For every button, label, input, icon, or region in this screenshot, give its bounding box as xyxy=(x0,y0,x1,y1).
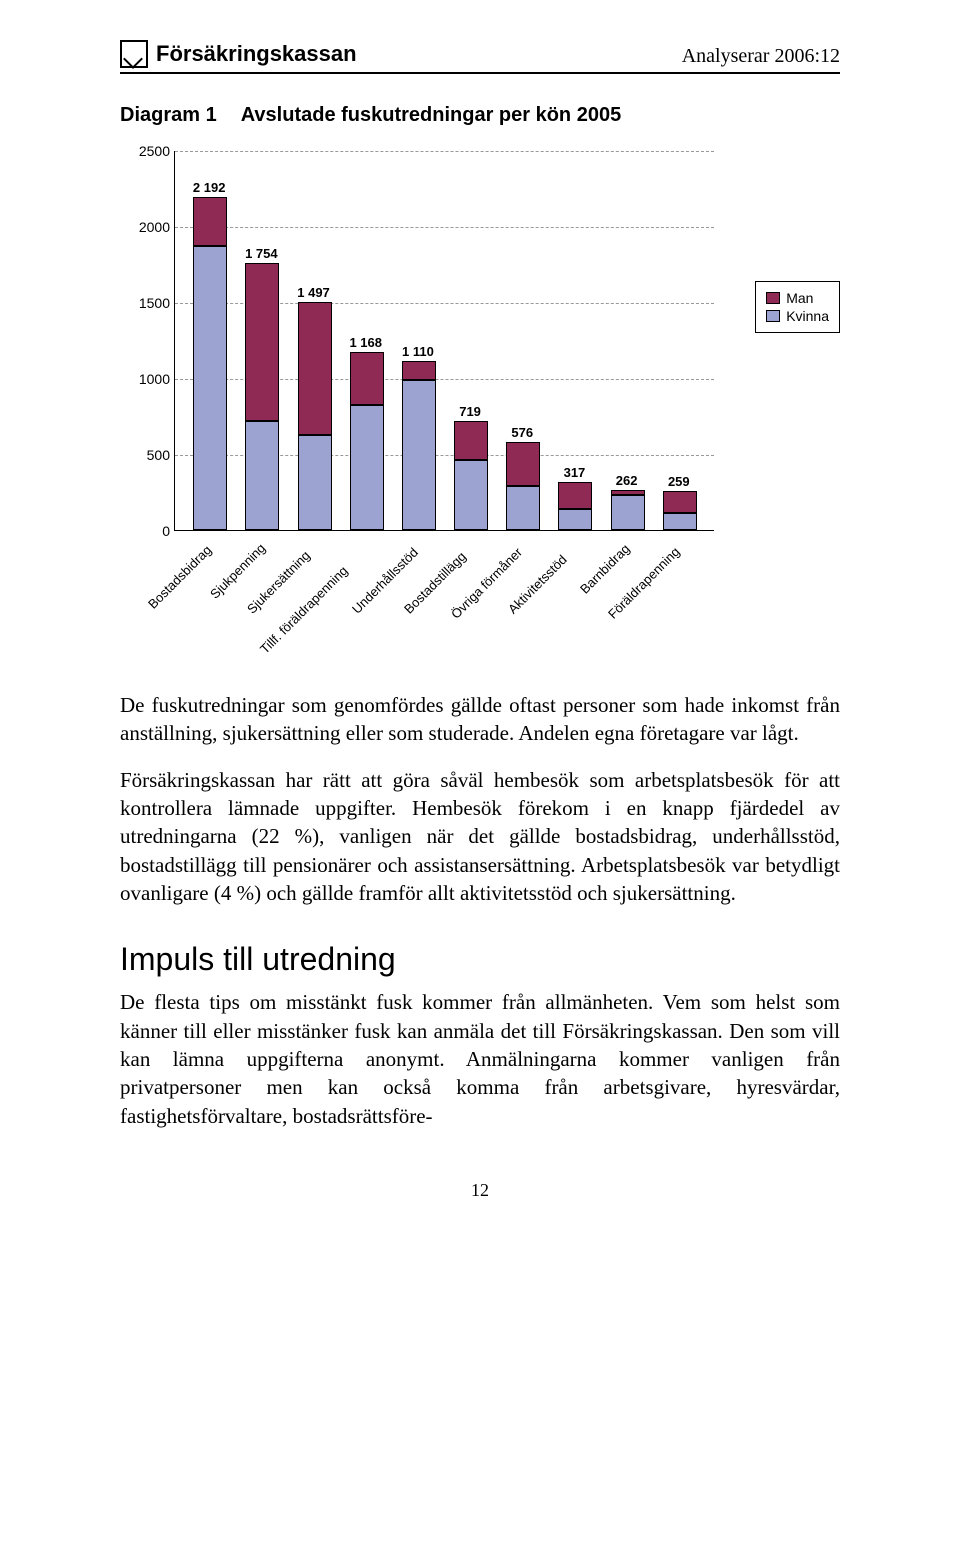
legend-swatch-man xyxy=(766,292,780,304)
paragraph-3: De flesta tips om misstänkt fusk kommer … xyxy=(120,988,840,1130)
legend-swatch-kvinna xyxy=(766,310,780,322)
bar-segment-man xyxy=(506,442,540,485)
bar-total-label: 1 497 xyxy=(284,285,344,300)
legend-item-man: Man xyxy=(766,290,829,306)
bar-segment-man xyxy=(558,482,592,510)
bar-segment-kvinna xyxy=(506,486,540,530)
chart-container: 05001000150020002500 2 1921 7541 4971 16… xyxy=(120,151,840,671)
paragraph-2: Försäkringskassan har rätt att göra såvä… xyxy=(120,766,840,908)
y-tick-label: 2000 xyxy=(120,219,170,235)
bar-segment-man xyxy=(193,197,227,246)
bar-segment-kvinna xyxy=(611,495,645,530)
document-reference: Analyserar 2006:12 xyxy=(682,45,840,68)
bar-total-label: 576 xyxy=(492,425,552,440)
bar-total-label: 719 xyxy=(440,404,500,419)
x-category-label: Tillf. föräldrapenning xyxy=(257,563,351,657)
x-category-label: Bostadsbidrag xyxy=(145,543,214,612)
diagram-number: Diagram 1 xyxy=(120,104,217,126)
section-heading: Impuls till utredning xyxy=(120,941,840,978)
brand-block: Försäkringskassan xyxy=(120,40,357,68)
y-tick-label: 1000 xyxy=(120,371,170,387)
chart-legend: Man Kvinna xyxy=(755,281,840,333)
brand-icon xyxy=(120,40,148,68)
gridline xyxy=(175,151,714,152)
bar-segment-kvinna xyxy=(558,509,592,530)
body-text: De fuskutredningar som genomfördes gälld… xyxy=(120,691,840,1130)
legend-label-kvinna: Kvinna xyxy=(786,308,829,324)
bar-segment-man xyxy=(298,302,332,435)
bar-segment-kvinna xyxy=(454,460,488,530)
bar-segment-kvinna xyxy=(350,405,384,530)
bar-total-label: 2 192 xyxy=(179,180,239,195)
bar-segment-kvinna xyxy=(402,380,436,530)
bar-total-label: 259 xyxy=(649,474,709,489)
bar-segment-man xyxy=(350,352,384,405)
bar-segment-man xyxy=(454,421,488,460)
legend-item-kvinna: Kvinna xyxy=(766,308,829,324)
bar-total-label: 1 754 xyxy=(231,246,291,261)
bar-segment-kvinna xyxy=(663,513,697,530)
bar-segment-man xyxy=(245,263,279,421)
legend-label-man: Man xyxy=(786,290,813,306)
bar-total-label: 262 xyxy=(597,473,657,488)
diagram-caption: Avslutade fuskutredningar per kön 2005 xyxy=(241,104,621,126)
bar-total-label: 1 168 xyxy=(336,335,396,350)
y-tick-label: 500 xyxy=(120,447,170,463)
bar-total-label: 317 xyxy=(544,465,604,480)
brand-name: Försäkringskassan xyxy=(156,41,357,67)
y-tick-label: 0 xyxy=(120,523,170,539)
bar-total-label: 1 110 xyxy=(388,344,448,359)
page-header: Försäkringskassan Analyserar 2006:12 xyxy=(120,40,840,74)
bar-segment-man xyxy=(611,490,645,495)
bar-segment-man xyxy=(402,361,436,380)
x-category-label: Barnbidrag xyxy=(577,542,633,598)
paragraph-1: De fuskutredningar som genomfördes gälld… xyxy=(120,691,840,748)
bar-segment-kvinna xyxy=(298,435,332,530)
y-tick-label: 1500 xyxy=(120,295,170,311)
bar-segment-kvinna xyxy=(245,421,279,530)
page-number: 12 xyxy=(120,1180,840,1201)
bar-segment-man xyxy=(663,491,697,513)
y-tick-label: 2500 xyxy=(120,143,170,159)
diagram-title: Diagram 1 Avslutade fuskutredningar per k… xyxy=(120,104,840,127)
bar-segment-kvinna xyxy=(193,246,227,530)
gridline xyxy=(175,227,714,228)
